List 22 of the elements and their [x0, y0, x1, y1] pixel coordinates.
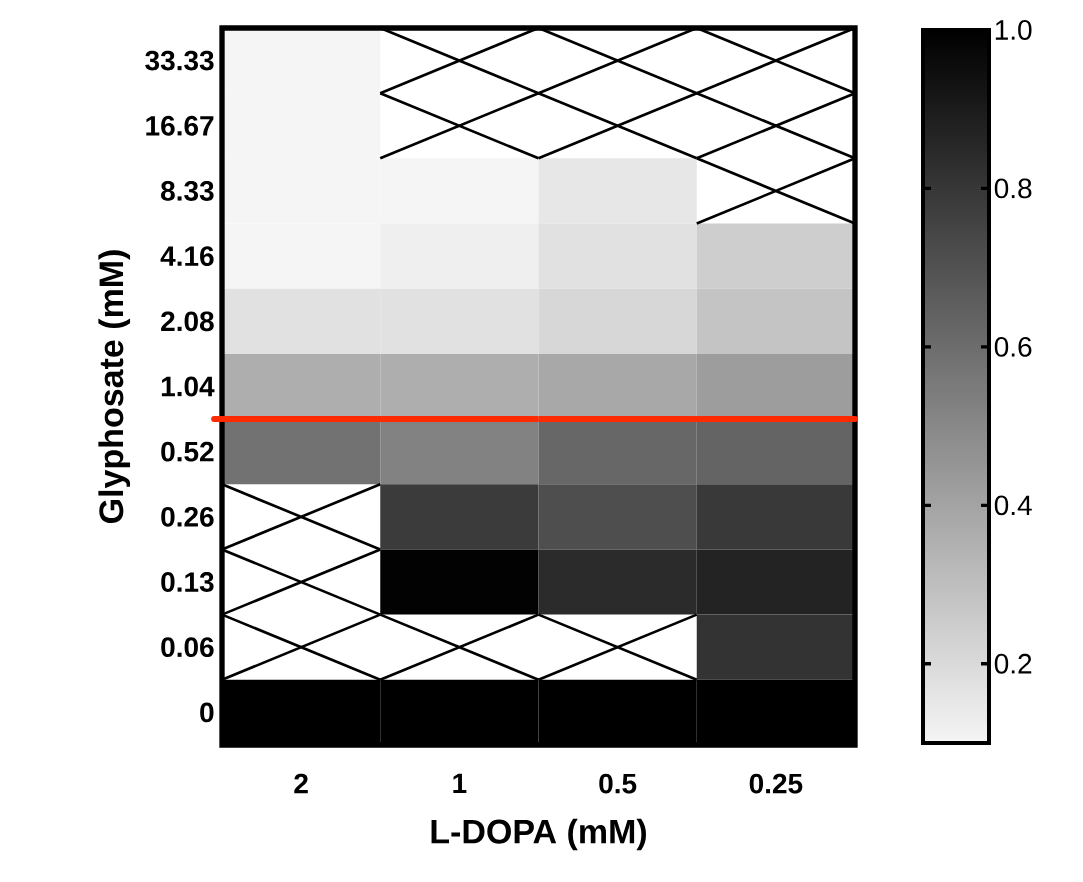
y-tick-label: 0.06 — [161, 637, 214, 658]
x-tick-label: 0.25 — [749, 773, 803, 794]
y-tick-label: 33.33 — [145, 50, 214, 71]
y-tick-label: 0 — [200, 702, 214, 723]
x-tick-label: 0.5 — [599, 773, 637, 794]
y-tick-label: 2.08 — [161, 311, 214, 332]
color-bar-label: 0.2 — [994, 653, 1032, 674]
y-tick-label: 0.26 — [161, 506, 214, 527]
y-tick-label: 4.16 — [160, 246, 214, 267]
color-bar-label: 0.4 — [994, 495, 1032, 516]
color-bar-label: 0.6 — [994, 336, 1032, 357]
x-tick-label: 2 — [294, 773, 308, 794]
color-bar-label: 1.0 — [995, 20, 1032, 40]
y-tick-label: 16.67 — [146, 115, 214, 136]
y-tick-label: 0.13 — [161, 572, 214, 592]
y-axis-title: Glyphosate (mM) — [98, 250, 131, 523]
x-axis-title: L-DOPA (mM) — [431, 818, 646, 851]
color-bar-label: 0.8 — [994, 178, 1032, 199]
x-tick-label: 1 — [453, 773, 467, 793]
y-tick-label: 0.52 — [161, 441, 214, 462]
y-tick-label: 8.33 — [161, 181, 214, 201]
y-tick-label: 1.04 — [161, 376, 215, 397]
